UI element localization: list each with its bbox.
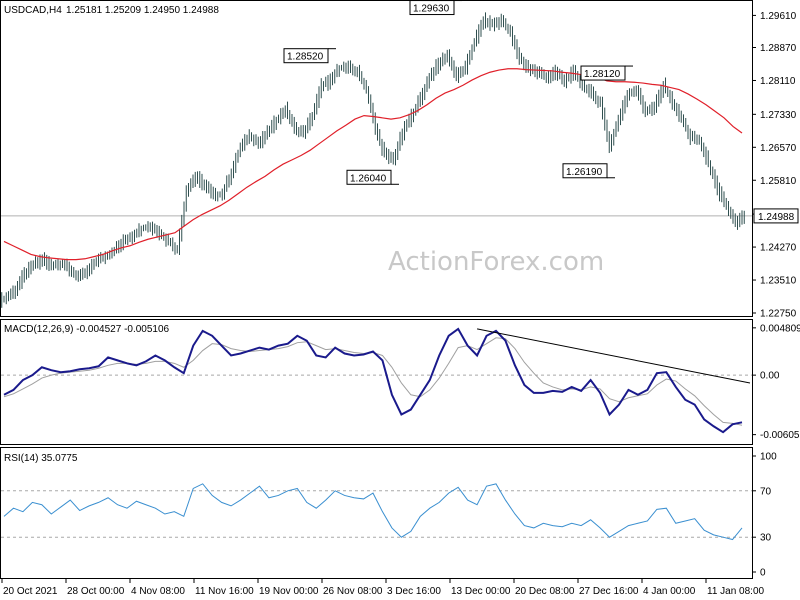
time-tick-label: 19 Nov 00:00 — [259, 586, 319, 597]
rsi-tick-label: 0 — [760, 568, 766, 579]
price-tick-label: 1.29610 — [760, 11, 797, 22]
price-tick-label: 1.28870 — [760, 43, 797, 54]
level-annotation-label: 1.28520 — [287, 52, 324, 63]
price-tick-label: 1.26570 — [760, 143, 797, 154]
price-panel-frame — [0, 0, 753, 317]
level-annotation-box — [283, 48, 329, 64]
macd-panel-frame — [0, 319, 753, 445]
rsi-tick-label: 100 — [760, 452, 777, 463]
rsi-panel-frame — [0, 447, 753, 579]
rsi-line-path — [3, 483, 743, 541]
price-tick-label: 1.27330 — [760, 110, 797, 121]
last-price-label: 1.24988 — [758, 212, 795, 223]
rsi-tick-label: 30 — [760, 533, 772, 544]
macd-tick-label: 0.00 — [760, 371, 780, 382]
time-tick-label: 20 Oct 2021 — [3, 586, 58, 597]
level-annotation-label: 1.26040 — [350, 173, 387, 184]
level-annotation-box — [346, 169, 392, 185]
level-annotation-label: 1.28120 — [584, 69, 621, 80]
price-tick-label: 1.28110 — [760, 76, 796, 87]
price-tick-label: 1.24270 — [760, 243, 797, 254]
moving-average — [3, 68, 743, 261]
time-tick-label: 27 Dec 16:00 — [579, 586, 639, 597]
watermark: ActionForex.com — [388, 247, 604, 277]
time-tick-label: 28 Oct 00:00 — [67, 586, 125, 597]
ma-line — [3, 68, 743, 261]
price-annotations: 1.28520 1.29630 1.26040 1.28120 1.26190 — [283, 0, 633, 185]
rsi-axis: 100 70 30 0 — [1, 452, 777, 579]
time-tick-label: 11 Jan 08:00 — [707, 586, 765, 597]
level-annotation-label: 1.29630 — [413, 4, 450, 15]
time-tick-label: 4 Jan 00:00 — [643, 586, 696, 597]
last-price-box — [753, 208, 799, 224]
macd-title: MACD(12,26,9) -0.004527 -0.005106 — [4, 324, 170, 335]
time-tick-label: 11 Nov 16:00 — [195, 586, 254, 597]
time-tick-label: 13 Dec 00:00 — [451, 586, 511, 597]
ohlc-values: 1.25181 1.25209 1.24950 1.24988 — [66, 5, 219, 16]
macd-main-line — [3, 327, 743, 434]
time-tick-label: 26 Nov 08:00 — [323, 586, 383, 597]
rsi-title: RSI(14) 35.0775 — [4, 453, 78, 464]
time-tick-label: 3 Dec 16:00 — [387, 586, 441, 597]
level-annotation-box — [409, 0, 455, 16]
price-tick-label: 1.25810 — [760, 176, 797, 187]
rsi-tick-label: 70 — [760, 486, 772, 497]
macd-lines — [3, 327, 751, 434]
rsi-line — [3, 483, 743, 541]
level-annotation-box — [562, 163, 608, 179]
symbol-label: USDCAD,H4 — [4, 5, 62, 16]
macd-trendline — [476, 328, 751, 384]
price-tick-label: 1.23510 — [760, 276, 797, 287]
macd-tick-label: 0.004809 — [760, 323, 800, 334]
level-annotation-label: 1.26190 — [566, 167, 603, 178]
time-tick-label: 20 Dec 08:00 — [515, 586, 575, 597]
macd-tick-label: -0.00605 — [760, 430, 800, 441]
price-tick-label: 1.22750 — [760, 309, 797, 320]
time-axis: 20 Oct 2021 28 Oct 00:00 4 Nov 08:00 11 Nov… — [1, 579, 765, 597]
level-annotation-box — [580, 65, 626, 81]
price-axis: 1.29610 1.28870 1.28110 1.27330 1.26570 1.258… — [1, 11, 799, 320]
time-tick-label: 4 Nov 08:00 — [131, 586, 185, 597]
macd-axis: 0.004809 0.00 -0.00605 — [1, 323, 800, 441]
